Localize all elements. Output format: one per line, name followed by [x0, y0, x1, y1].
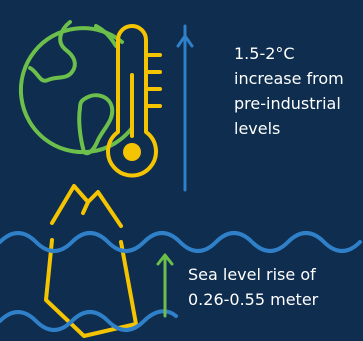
- wave-icon: [0, 231, 362, 332]
- arrow-up-icon: [176, 24, 194, 192]
- sea-level-line: Sea level rise of: [188, 265, 316, 284]
- temperature-line: increase from: [234, 69, 344, 88]
- globe-icon: [18, 20, 134, 156]
- sea-level-rise-text: Sea level rise of 0.26-0.55 meter: [188, 262, 318, 312]
- thermometer-icon: [106, 24, 162, 178]
- temperature-line: levels: [234, 119, 281, 138]
- temperature-increase-text: 1.5-2°C increase from pre-industrial lev…: [234, 41, 344, 141]
- arrow-up-icon: [156, 253, 174, 318]
- iceberg-icon: [44, 184, 138, 338]
- temperature-line: 1.5-2°C: [234, 44, 295, 63]
- temperature-line: pre-industrial: [234, 94, 341, 113]
- sea-level-line: 0.26-0.55 meter: [188, 290, 319, 309]
